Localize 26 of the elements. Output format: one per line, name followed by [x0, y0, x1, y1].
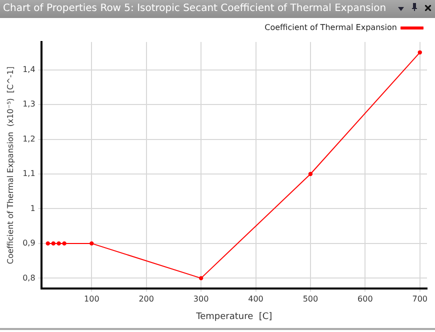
point [62, 241, 66, 246]
x-tick-label: 700 [412, 294, 428, 304]
x-axis-title: Temperature [C] [195, 312, 272, 322]
y-tick-label: 1,3 [22, 100, 36, 109]
point [46, 241, 50, 246]
x-tick-label: 200 [138, 294, 154, 304]
point [198, 276, 204, 280]
point [418, 50, 422, 55]
point [90, 241, 94, 246]
y-tick-label: 0,9 [22, 238, 36, 248]
y-tick-label: 1 [30, 204, 36, 213]
point [56, 241, 61, 246]
x-tick-label: 400 [248, 294, 264, 304]
y-tick-label: 1,2 [22, 134, 36, 144]
point [51, 241, 56, 246]
x-tick-label: 300 [193, 294, 209, 304]
legend-label: Coefficient of Thermal Expansion [264, 23, 397, 32]
chart-title: Chart of Properties Row 5: Isotropic Secant Coefficient of Thermal Expansion [3, 3, 386, 14]
x-tick-label: 100 [84, 294, 100, 304]
point [308, 172, 313, 176]
y-axis-title: Coefficient of Thermal Expansion (x10⁻⁵) [C^-1] [6, 66, 15, 264]
y-tick-label: 1,1 [22, 169, 36, 178]
y-tick-label: 1,4 [22, 64, 36, 74]
x-tick-label: 500 [302, 294, 318, 304]
y-tick-label: 0,8 [22, 273, 36, 282]
x-tick-label: 600 [358, 294, 373, 304]
